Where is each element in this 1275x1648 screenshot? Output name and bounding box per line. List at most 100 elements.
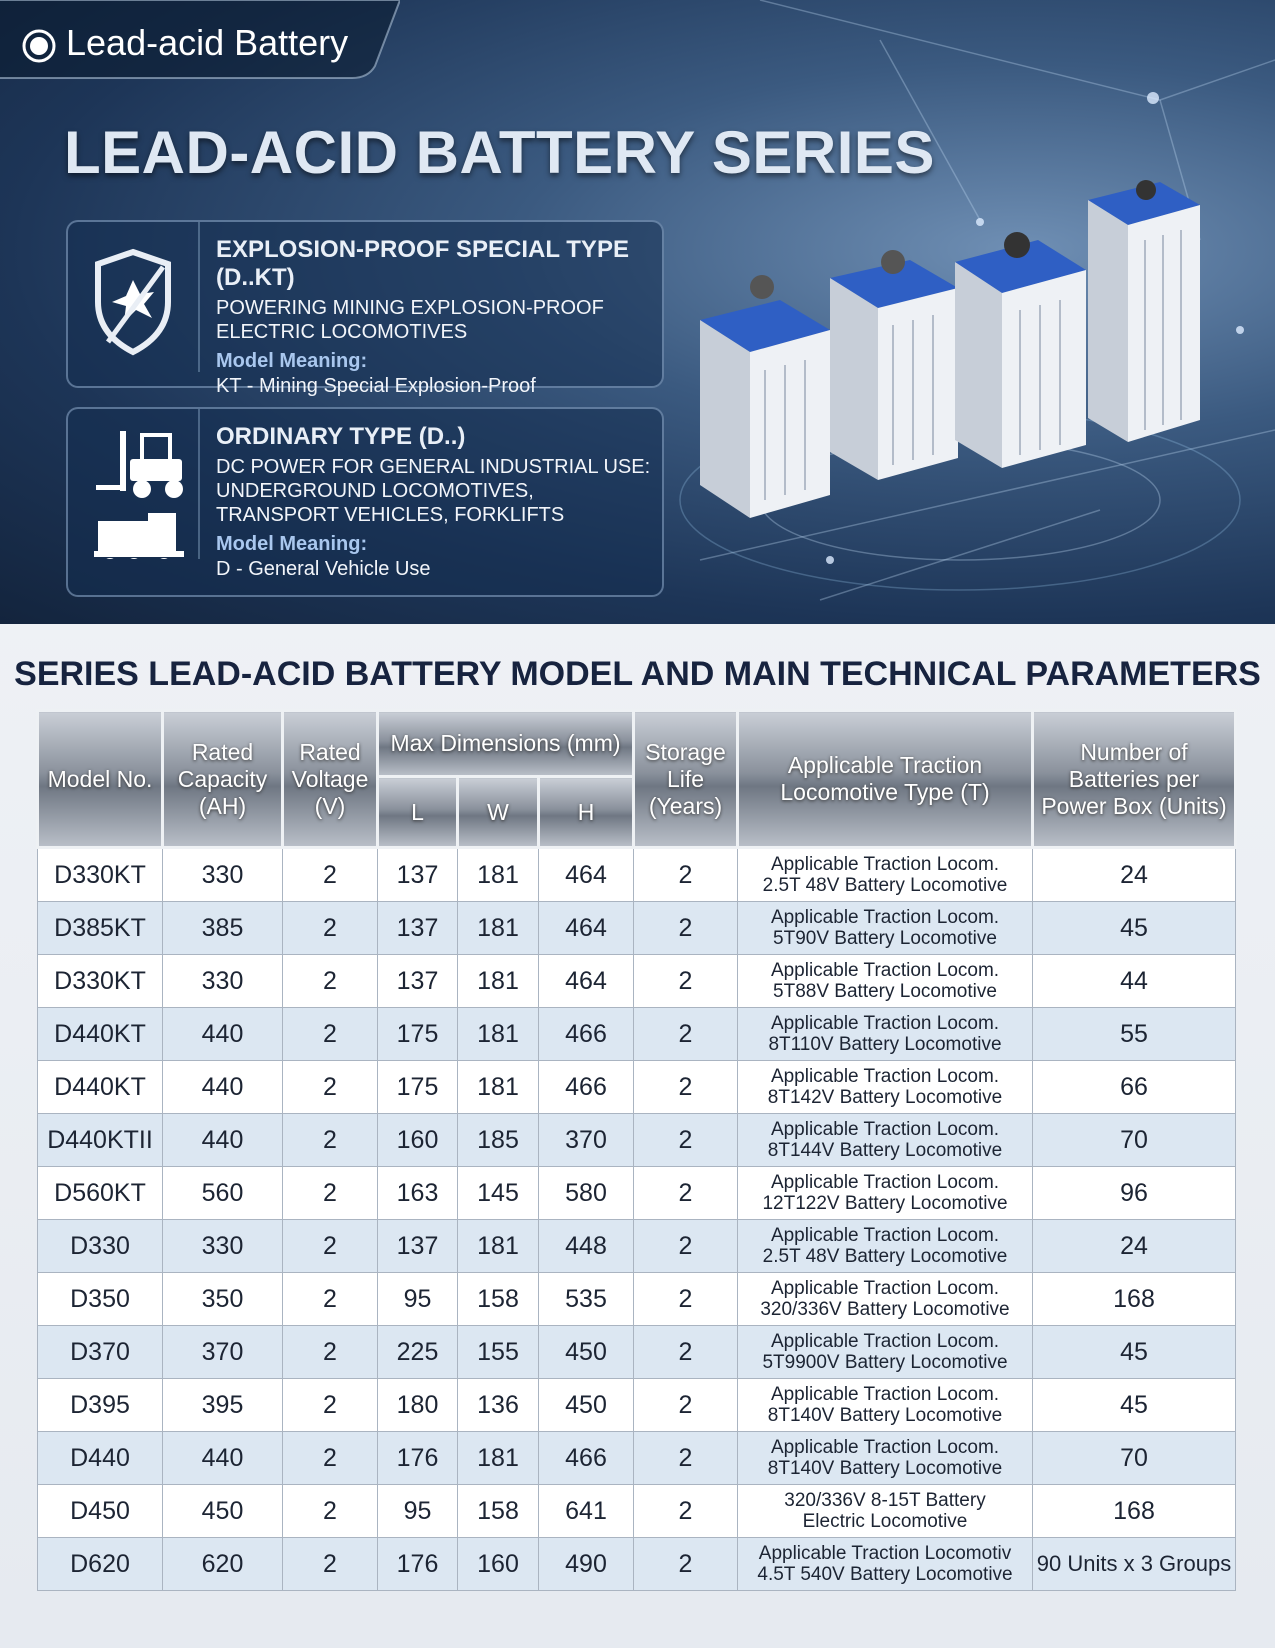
hero-background-art [679,0,1275,601]
table-cell: D395 [37,1378,163,1432]
traction-line: Applicable Traction Locom. [770,960,1000,981]
table-cell: 2 [282,1484,378,1538]
traction-cell: Applicable Traction Locom. 8T110V Battery… [737,1007,1033,1061]
table-cell: 2 [282,1113,378,1167]
table-row: D330KT 330 2 137 181 464 2 Applicable Traction … [37,954,1236,1008]
table-title: SERIES LEAD-ACID BATTERY MODEL AND MAIN … [14,655,1261,693]
model-meaning-label: Model Meaning: [216,533,368,555]
table-cell: D440KT [37,1007,163,1061]
table-cell: D330KT [37,847,163,902]
table-cell: 158 [457,1484,539,1538]
card-heading: EXPLOSION-PROOF SPECIAL TYPE (D..KT) [216,236,629,291]
shield-icon [95,222,200,372]
table-cell: 181 [457,847,539,902]
table-cell: 2 [282,1537,378,1591]
table-cell: 24 [1032,1219,1236,1273]
table-row: D440KT 440 2 175 181 466 2 Applicable Traction … [37,1007,1236,1061]
table-row: D440KT 440 2 175 181 466 2 Applicable Traction … [37,1060,1236,1114]
traction-line: 8T140V Battery Locomotive [767,1458,1003,1479]
table-cell: 2 [633,847,738,902]
table-row: D440 440 2 176 181 466 2 Applicable Traction Lo… [37,1431,1236,1485]
table-cell: 641 [538,1484,634,1538]
table-cell: 175 [377,1007,458,1061]
subheader-cell: H [537,775,635,849]
table-cell: 2 [633,1166,738,1220]
table-cell: 395 [162,1378,283,1432]
traction-cell: Applicable Traction Locomotiv 4.5T 540V B… [737,1537,1033,1591]
table-row: D450 450 2 95 158 641 2 320/336V 8-15T Battery E… [37,1484,1236,1538]
table-cell: 490 [538,1537,634,1591]
traction-line: 4.5T 540V Battery Locomotive [757,1564,1013,1585]
table-cell: 136 [457,1378,539,1432]
traction-line: Applicable Traction Locomotiv [758,1543,1012,1564]
type-card: EXPLOSION-PROOF SPECIAL TYPE (D..KT) POW… [66,220,664,397]
table-row: D440KTII 440 2 160 185 370 2 Applicable Tractio… [37,1113,1236,1167]
table-cell: 95 [377,1484,458,1538]
table-cell: 2 [282,1325,378,1379]
traction-line: Applicable Traction Locom. [770,1437,1000,1458]
table-cell: 137 [377,901,458,955]
parameters-table: Model No. Rated Capacity (AH) Rated Volt… [36,709,1237,1591]
traction-line: 8T142V Battery Locomotive [767,1087,1003,1108]
traction-line: Applicable Traction Locom. [770,1119,1000,1140]
table-cell: 137 [377,954,458,1008]
traction-line: 8T144V Battery Locomotive [767,1140,1003,1161]
table-cell: 580 [538,1166,634,1220]
table-header: Model No. Rated Capacity (AH) Rated Volt… [36,709,1237,849]
table-cell: 2 [633,1378,738,1432]
table-cell: 2 [633,1219,738,1273]
table-cell: 137 [377,847,458,902]
table-cell: 2 [633,954,738,1008]
table-cell: 185 [457,1113,539,1167]
traction-cell: Applicable Traction Locom. 8T140V Battery… [737,1378,1033,1432]
table-cell: 2 [633,901,738,955]
table-row: D395 395 2 180 136 450 2 Applicable Traction Lo… [37,1378,1236,1432]
table-cell: 158 [457,1272,539,1326]
table-cell: 70 [1032,1431,1236,1485]
table-cell: 2 [633,1113,738,1167]
table-cell: 181 [457,901,539,955]
model-meaning: KT - Mining Special Explosion-Proof [216,375,536,397]
traction-line: Applicable Traction Locom. [770,1331,1000,1352]
table-cell: D385KT [37,901,163,955]
table-cell: 466 [538,1060,634,1114]
table-cell: 440 [162,1113,283,1167]
table-row: D370 370 2 225 155 450 2 Applicable Traction Lo… [37,1325,1236,1379]
table-cell: 176 [377,1431,458,1485]
traction-cell: Applicable Traction Locom. 320/336V Batte… [737,1272,1033,1326]
card-body: EXPLOSION-PROOF SPECIAL TYPE (D..KT) POW… [216,236,652,398]
table-cell: 163 [377,1166,458,1220]
header-cell: Rated Voltage (V) [281,709,379,849]
table-cell: D620 [37,1537,163,1591]
table-cell: 66 [1032,1060,1236,1114]
traction-cell: Applicable Traction Locom. 8T142V Battery… [737,1060,1033,1114]
header-cell: Storage Life (Years) [632,709,739,849]
card-heading: ORDINARY TYPE (D..) [216,423,466,450]
traction-line: 320/336V 8-15T Battery [784,1490,986,1511]
traction-line: Applicable Traction Locom. [770,907,1000,928]
table-cell: D440 [37,1431,163,1485]
table-cell: 385 [162,901,283,955]
table-cell: 2 [633,1537,738,1591]
table-cell: 2 [633,1060,738,1114]
table-cell: 24 [1032,847,1236,902]
traction-line: Applicable Traction Locom. [770,1013,1000,1034]
table-cell: 620 [162,1537,283,1591]
card-description: POWERING MINING EXPLOSION-PROOF ELECTRIC… [216,297,604,343]
table-cell: 535 [538,1272,634,1326]
traction-cell: Applicable Traction Locom. 8T140V Battery… [737,1431,1033,1485]
table-cell: 2 [282,901,378,955]
table-cell: 160 [457,1537,539,1591]
table-cell: 2 [282,954,378,1008]
table-cell: 466 [538,1007,634,1061]
table-cell: 450 [162,1484,283,1538]
header-cell: Model No. [36,709,164,849]
table-cell: 181 [457,954,539,1008]
table-cell: 440 [162,1431,283,1485]
traction-line: 12T122V Battery Locomotive [762,1193,1008,1214]
table-cell: 2 [633,1007,738,1061]
traction-line: 5T9900V Battery Locomotive [762,1352,1008,1373]
traction-line: 5T88V Battery Locomotive [773,981,997,1002]
table-cell: 155 [457,1325,539,1379]
table-cell: 464 [538,954,634,1008]
